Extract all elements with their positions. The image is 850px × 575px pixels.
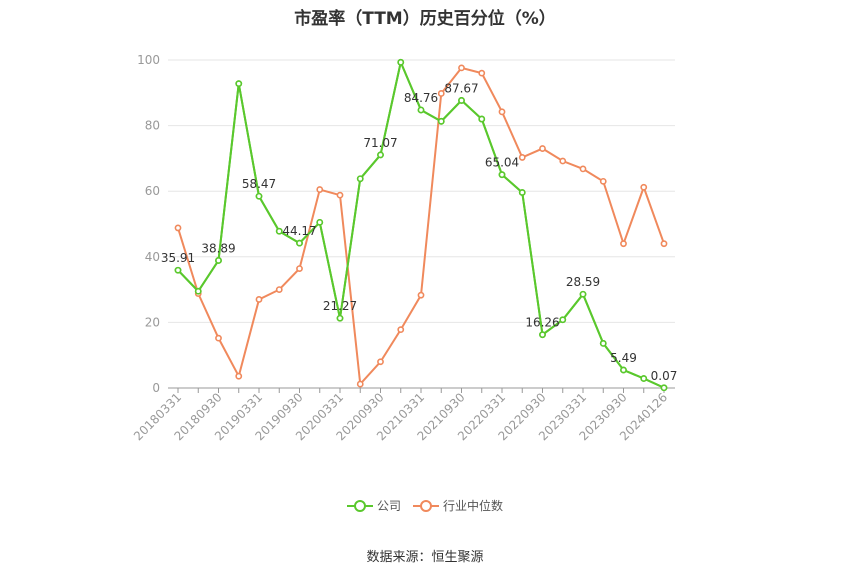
data-point-top bbox=[336, 314, 344, 322]
data-point bbox=[215, 334, 222, 342]
data-point-top bbox=[458, 97, 465, 104]
data-point-top bbox=[215, 257, 222, 264]
legend-swatch bbox=[413, 499, 439, 512]
data-label: 35.91 bbox=[161, 251, 195, 265]
data-point bbox=[275, 286, 283, 293]
data-point-top bbox=[599, 339, 607, 347]
legend: 公司 行业中位数 bbox=[0, 497, 850, 515]
data-point-top bbox=[356, 175, 364, 183]
data-point-top bbox=[235, 80, 243, 88]
series-line bbox=[177, 66, 665, 387]
data-label: 5.49 bbox=[610, 351, 637, 365]
data-point bbox=[599, 177, 607, 185]
data-point-top bbox=[559, 316, 567, 324]
data-label: 65.04 bbox=[485, 156, 519, 170]
data-label: 87.67 bbox=[444, 81, 478, 95]
data-point-top bbox=[498, 171, 506, 179]
data-label: 84.76 bbox=[404, 91, 438, 105]
data-point bbox=[356, 380, 364, 388]
data-point bbox=[235, 372, 243, 380]
data-label: 44.17 bbox=[282, 224, 316, 238]
data-point-top bbox=[437, 117, 445, 125]
data-label: 58.47 bbox=[242, 177, 276, 191]
chart-title: 市盈率（TTM）历史百分位（%） bbox=[294, 9, 556, 29]
data-point bbox=[397, 326, 405, 334]
data-point-top bbox=[255, 192, 263, 200]
data-label: 38.89 bbox=[201, 241, 235, 255]
data-point bbox=[316, 186, 324, 193]
data-point bbox=[640, 183, 648, 191]
data-point bbox=[296, 265, 303, 273]
legend-label: 行业中位数 bbox=[443, 499, 504, 513]
data-point bbox=[478, 69, 486, 77]
legend-item[interactable]: 公司 bbox=[346, 497, 401, 514]
data-point bbox=[174, 224, 182, 232]
data-point-top bbox=[194, 287, 202, 295]
data-labels: 35.91 38.89 58.47 44.17 21.27 71.07 84.76 87.67… bbox=[161, 81, 678, 382]
data-label: 28.59 bbox=[566, 275, 600, 289]
data-point-top bbox=[640, 375, 648, 382]
data-point bbox=[377, 358, 384, 366]
data-point-top bbox=[377, 151, 384, 159]
data-point-top bbox=[174, 266, 182, 274]
data-point bbox=[539, 145, 546, 152]
data-point-top bbox=[417, 106, 425, 114]
data-point-top bbox=[296, 239, 303, 247]
data-label: 16.26 bbox=[525, 316, 559, 330]
data-source: 数据来源：恒生聚源 bbox=[366, 550, 484, 565]
data-point bbox=[579, 165, 587, 173]
data-point-top bbox=[620, 366, 627, 374]
legend-item[interactable]: 行业中位数 bbox=[413, 497, 503, 514]
legend-swatch bbox=[346, 499, 373, 512]
y-tick-label: 20 bbox=[145, 315, 160, 329]
data-point-top bbox=[579, 290, 587, 298]
data-label: 71.07 bbox=[363, 136, 397, 150]
data-point bbox=[518, 154, 526, 161]
data-label: 21.27 bbox=[323, 299, 357, 313]
data-point bbox=[498, 108, 506, 116]
y-tick-label: 60 bbox=[145, 184, 160, 198]
data-point-top bbox=[275, 227, 283, 235]
data-point bbox=[620, 240, 627, 248]
data-point bbox=[336, 191, 344, 199]
data-point bbox=[458, 64, 465, 72]
data-point-top bbox=[316, 218, 324, 226]
data-point-top bbox=[397, 58, 405, 66]
data-point-top bbox=[539, 331, 546, 339]
series-lines bbox=[174, 58, 668, 392]
data-point bbox=[437, 90, 445, 97]
data-point-top bbox=[660, 384, 668, 392]
data-point bbox=[417, 291, 425, 299]
y-tick-label: 80 bbox=[145, 119, 160, 133]
gridlines bbox=[168, 59, 675, 323]
data-label: 0.07 bbox=[651, 369, 678, 383]
legend-label: 公司 bbox=[376, 499, 401, 513]
data-point bbox=[660, 240, 668, 248]
data-point-top bbox=[518, 189, 526, 196]
data-point bbox=[559, 157, 567, 165]
data-point bbox=[255, 296, 263, 303]
y-tick-label: 100 bbox=[137, 53, 160, 67]
y-tick-label: 0 bbox=[152, 381, 160, 395]
data-point-top bbox=[478, 115, 486, 123]
y-tick-label: 40 bbox=[145, 250, 160, 264]
